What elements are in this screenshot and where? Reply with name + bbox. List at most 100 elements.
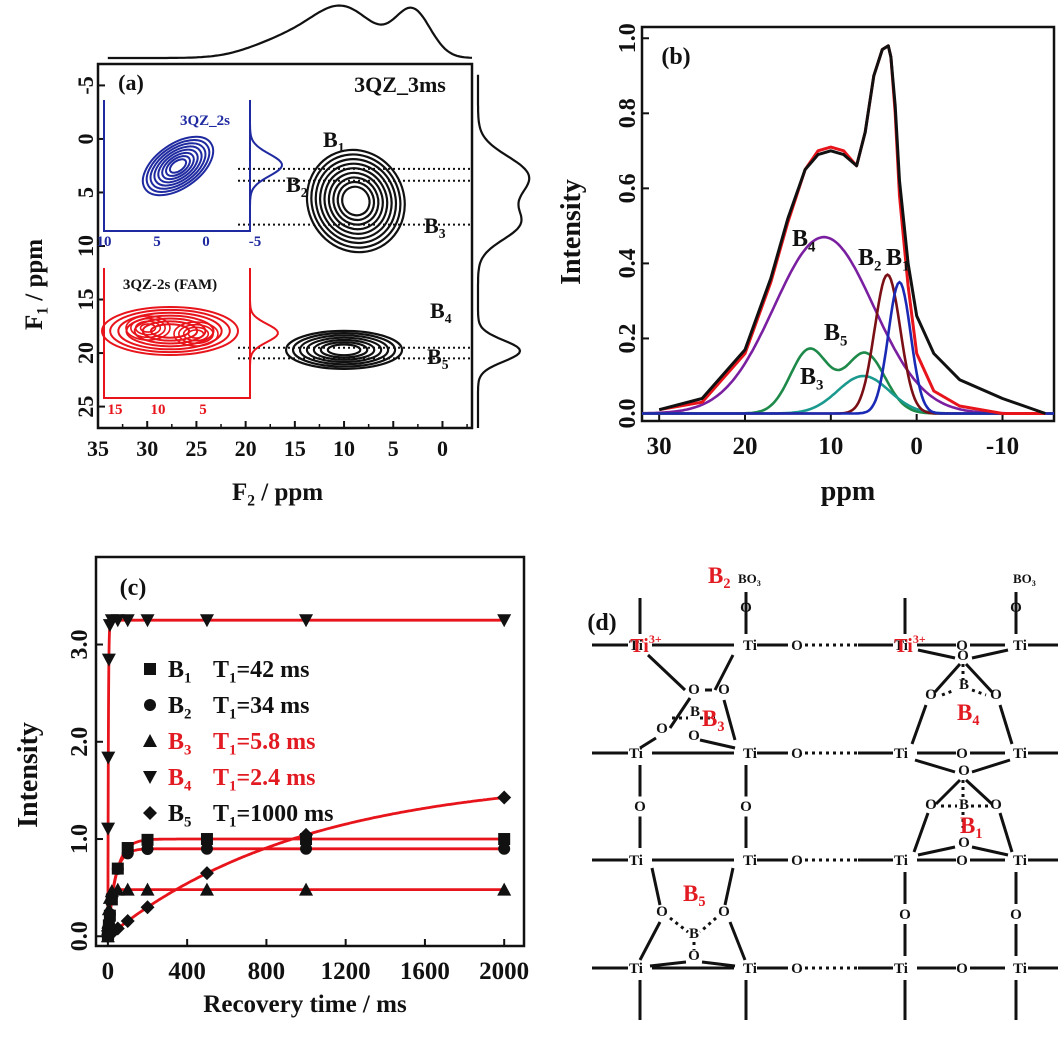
inset-contour [141,135,215,197]
o-label: O [656,904,668,920]
data-point [101,751,116,765]
bond [912,812,930,853]
data-point [143,806,157,820]
contour-b45 [319,341,369,359]
inset-contour [101,306,240,356]
inset-contour [178,323,214,345]
y-tick-label: 2.0 [67,727,93,757]
ti-label: Ti [894,853,908,869]
inset-contour [182,326,210,342]
panel-label-b: (b) [661,44,690,70]
o-label: O [740,799,752,815]
bond [650,867,662,906]
right-projection [476,74,531,428]
data-point [111,862,124,875]
bond [669,916,689,934]
b-label: B [689,926,699,942]
component-curve [642,280,1054,415]
top-projection [107,4,473,60]
inset-contour [139,323,157,333]
bond [971,845,1009,857]
o-label: O [925,797,937,813]
bond [964,778,994,806]
o-label: O [634,799,646,815]
b-label: B [690,704,700,720]
legend-label: B4 [168,765,192,794]
label-b3: B3 [800,364,823,393]
data-point [141,842,154,855]
x-tick-label: 10 [818,433,843,460]
inset-tick: 0 [202,234,210,250]
y-tick-label: 0.2 [615,323,641,353]
b-label: B [959,797,969,813]
data-point [143,771,157,784]
x-axis-label: Recovery time / ms [203,991,407,1018]
contour-b123 [341,185,371,217]
o-label: O [791,961,803,977]
bond [998,812,1014,853]
inset-projection [249,268,279,398]
inset-tick: -5 [249,234,262,250]
data-point [299,614,314,628]
ti-label: Ti [629,638,643,654]
data-point [101,653,116,667]
inset-tick: 5 [199,402,207,418]
o-label: O [899,907,911,923]
o-label: O [688,728,700,744]
x-tick-label: 0 [102,958,115,985]
o-label: O [688,682,700,698]
data-point [497,614,512,628]
data-point [199,882,214,896]
y-tick-label: 20 [73,342,98,364]
y-tick-label: 0.6 [615,173,641,203]
data-point [144,663,156,675]
bond [668,697,692,729]
panel-label-c: (c) [120,575,147,601]
contour-b123 [336,181,376,222]
data-point [497,790,512,805]
data-point [120,882,135,896]
y-tick-label: 10 [73,235,98,257]
y-tick-label: 0 [73,133,98,144]
inset-projection [249,100,283,230]
inset-contour [133,317,207,345]
bond [646,653,687,692]
data-point [200,833,213,846]
ti-label: Ti [1013,961,1027,977]
x-axis-label: ppm [821,476,875,507]
inset-frame [103,100,251,232]
data-point [140,614,155,628]
y-tick-label: 3.0 [67,630,93,660]
data-point [300,842,313,855]
x-tick-label: 0 [437,436,448,461]
inset-title: 3QZ-2s (FAM) [123,277,217,293]
ti-label: Ti [629,961,643,977]
inset-tick: 5 [153,234,161,250]
inset-contour [187,329,205,339]
y-tick-label: 0.0 [615,398,641,428]
o-label: O [718,682,730,698]
ti3-label: Ti3+ [630,632,662,657]
ti-label: Ti [629,746,643,762]
data-point [110,921,125,936]
contour-b45 [305,336,383,364]
x-tick-label: 1600 [400,958,450,985]
data-point [101,902,116,916]
o-label: O [956,638,968,654]
ti-label: Ti [743,961,757,977]
data-point [140,900,155,915]
b-label: B [959,677,969,693]
y-tick-label: 1.0 [615,23,641,53]
bond [934,778,962,806]
y-axis-label: F1 / ppm [21,239,52,330]
bond [649,960,687,968]
bond [914,758,956,774]
inset-contour [145,139,211,193]
data-point [101,915,116,929]
inset-contour [157,148,199,184]
b1-label: B1 [960,813,982,842]
contour-b123 [327,171,384,231]
